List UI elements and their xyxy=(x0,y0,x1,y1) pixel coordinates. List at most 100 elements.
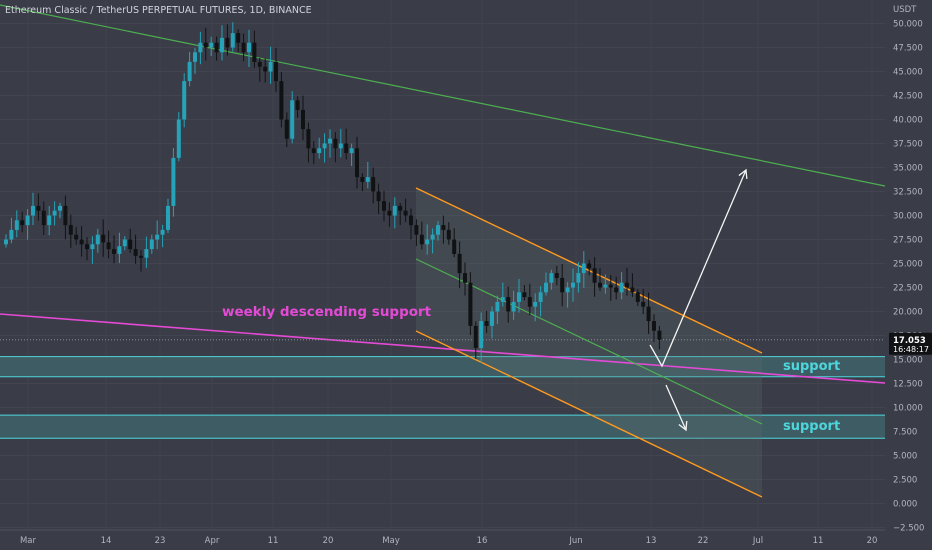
candle[interactable] xyxy=(139,250,143,271)
candle[interactable] xyxy=(96,229,100,253)
candle[interactable] xyxy=(231,22,235,51)
candle[interactable] xyxy=(404,199,408,222)
candle[interactable] xyxy=(42,202,46,236)
candle[interactable] xyxy=(4,234,8,247)
candle[interactable] xyxy=(20,212,24,232)
candle[interactable] xyxy=(80,226,84,256)
candle[interactable] xyxy=(90,236,94,264)
candle[interactable] xyxy=(350,144,354,166)
candle[interactable] xyxy=(123,236,127,250)
candle[interactable] xyxy=(371,168,375,204)
candle[interactable] xyxy=(355,137,359,189)
candle[interactable] xyxy=(296,96,300,117)
y-tick-label: 25.000 xyxy=(893,260,923,270)
candle[interactable] xyxy=(188,52,192,86)
x-tick-label: 14 xyxy=(101,536,112,546)
candle-body xyxy=(598,283,602,288)
countdown-value: 16:48:17 xyxy=(893,345,929,354)
candle[interactable] xyxy=(323,133,327,162)
candle-body xyxy=(166,206,170,230)
candle[interactable] xyxy=(279,72,283,127)
candle[interactable] xyxy=(258,58,262,82)
candle[interactable] xyxy=(53,201,57,225)
candle[interactable] xyxy=(198,32,202,64)
candle[interactable] xyxy=(36,194,40,221)
candle[interactable] xyxy=(393,197,397,228)
candle[interactable] xyxy=(290,91,294,143)
candle-body xyxy=(193,52,197,62)
candle-body xyxy=(20,220,24,225)
candle[interactable] xyxy=(69,215,73,248)
y-tick-label: −2.500 xyxy=(893,524,924,534)
candle[interactable] xyxy=(107,231,111,259)
candle[interactable] xyxy=(204,28,208,61)
x-tick-label: 13 xyxy=(646,536,657,546)
candle[interactable] xyxy=(344,129,348,160)
candle[interactable] xyxy=(26,209,30,240)
y-tick-label: 7.500 xyxy=(893,428,917,438)
y-tick-label: 32.500 xyxy=(893,188,923,198)
candle[interactable] xyxy=(285,112,289,147)
support-label-upper: support xyxy=(783,359,840,374)
candle-body xyxy=(139,256,143,258)
candle[interactable] xyxy=(193,48,197,74)
candle[interactable] xyxy=(328,129,332,157)
candle[interactable] xyxy=(301,96,305,140)
candle[interactable] xyxy=(63,196,67,240)
candle[interactable] xyxy=(155,220,159,249)
candle[interactable] xyxy=(274,48,278,92)
candle[interactable] xyxy=(101,219,105,256)
candle[interactable] xyxy=(85,237,89,260)
candle[interactable] xyxy=(360,173,364,191)
candle[interactable] xyxy=(215,37,219,61)
candle[interactable] xyxy=(236,29,240,52)
candle-body xyxy=(9,230,13,240)
candle[interactable] xyxy=(161,225,165,247)
candle[interactable] xyxy=(377,184,381,214)
candle[interactable] xyxy=(15,210,19,237)
candle[interactable] xyxy=(209,37,213,56)
candle[interactable] xyxy=(134,235,138,264)
candle[interactable] xyxy=(128,229,132,253)
candle-body xyxy=(306,129,310,148)
candle[interactable] xyxy=(382,191,386,221)
candle[interactable] xyxy=(333,132,337,162)
candle-body xyxy=(328,139,332,144)
candle[interactable] xyxy=(182,73,186,127)
candle-body xyxy=(215,43,219,53)
candle[interactable] xyxy=(242,34,246,62)
candle[interactable] xyxy=(117,233,121,263)
candle[interactable] xyxy=(220,25,224,60)
candle[interactable] xyxy=(306,123,310,163)
candle[interactable] xyxy=(312,141,316,164)
candle[interactable] xyxy=(269,47,273,84)
candle[interactable] xyxy=(366,162,370,188)
candle[interactable] xyxy=(150,235,154,254)
candle-body xyxy=(512,302,516,312)
candle[interactable] xyxy=(252,31,256,68)
candle[interactable] xyxy=(263,58,267,82)
candle-body xyxy=(155,235,159,240)
candle[interactable] xyxy=(74,227,78,245)
candle[interactable] xyxy=(398,203,402,225)
x-tick-label: Apr xyxy=(205,536,220,546)
candle-body xyxy=(593,268,597,282)
candle[interactable] xyxy=(47,206,51,235)
y-tick-label: 27.500 xyxy=(893,236,923,246)
candle-body xyxy=(641,302,645,307)
candle-body xyxy=(263,67,267,72)
candle[interactable] xyxy=(317,138,321,159)
candle[interactable] xyxy=(409,208,413,239)
candle-body xyxy=(107,242,111,249)
candle-body xyxy=(549,273,553,283)
candle[interactable] xyxy=(31,193,35,225)
price-axis-unit: USDT xyxy=(893,5,917,15)
support-label-lower: support xyxy=(783,419,840,434)
candle-body xyxy=(339,144,343,149)
candle[interactable] xyxy=(9,218,13,244)
candle[interactable] xyxy=(171,148,175,217)
candle-body xyxy=(490,312,494,326)
candle[interactable] xyxy=(166,199,170,233)
candle[interactable] xyxy=(247,30,251,67)
